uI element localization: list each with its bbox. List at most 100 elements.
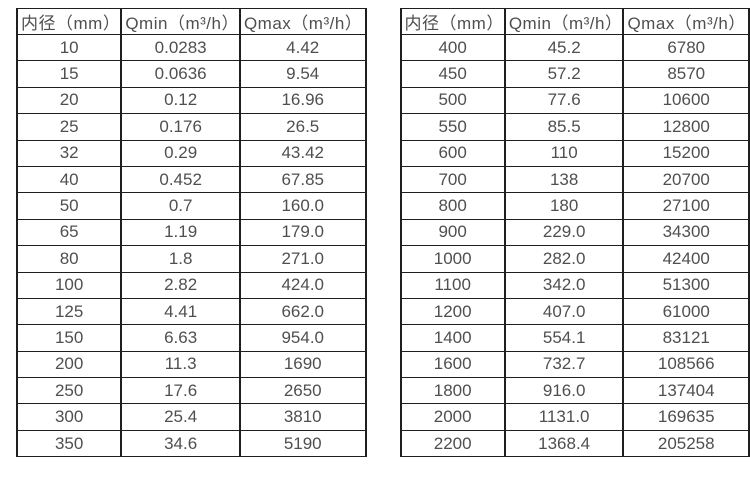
- table-cell: 108566: [622, 350, 750, 379]
- table-cell: 8570: [622, 60, 750, 88]
- table-row: 1000 282.0 42400: [399, 245, 750, 273]
- column-header: Qmax（m³/h）: [622, 8, 750, 35]
- table-row: 1200 407.0 61000: [399, 297, 750, 326]
- table-cell: 250: [15, 377, 123, 405]
- table-cell: 61000: [622, 297, 750, 326]
- table-cell: 6780: [622, 33, 750, 62]
- table-cell: 67.85: [238, 165, 367, 194]
- table-cell: 954.0: [238, 324, 367, 352]
- table-row: 400 45.2 6780: [399, 33, 750, 62]
- table-cell: 0.452: [120, 165, 241, 194]
- table-cell: 10: [15, 33, 123, 62]
- table-cell: 1400: [399, 324, 506, 352]
- table-cell: 6.63: [120, 324, 241, 352]
- table-cell: 43.42: [238, 139, 367, 167]
- table-cell: 200: [15, 350, 123, 379]
- table-cell: 1100: [399, 271, 506, 299]
- table-row: 450 57.2 8570: [399, 60, 750, 88]
- table-cell: 0.7: [120, 192, 241, 220]
- table-cell: 0.0283: [120, 33, 241, 62]
- table-row: 10 0.0283 4.42: [15, 33, 367, 62]
- table-cell: 1368.4: [503, 429, 625, 458]
- column-header: Qmin（m³/h）: [120, 8, 241, 35]
- table-cell: 2.82: [120, 271, 241, 299]
- table-cell: 180: [503, 192, 625, 220]
- table-row: 25 0.176 26.5: [15, 113, 367, 141]
- table-cell: 662.0: [238, 297, 367, 326]
- table-cell: 1690: [238, 350, 367, 379]
- table-cell: 15: [15, 60, 123, 88]
- table-cell: 45.2: [503, 33, 625, 62]
- table-cell: 65: [15, 218, 123, 247]
- table-cell: 1131.0: [503, 403, 625, 431]
- table-row: 600 110 15200: [399, 139, 750, 167]
- table-row: 800 180 27100: [399, 192, 750, 220]
- table-cell: 0.29: [120, 139, 241, 167]
- table-cell: 50: [15, 192, 123, 220]
- table-cell: 0.0636: [120, 60, 241, 88]
- table-cell: 400: [399, 33, 506, 62]
- table-cell: 9.54: [238, 60, 367, 88]
- flow-range-tables: 内径（mm） Qmin（m³/h） Qmax（m³/h） 10 0.0283 4.42 15…: [15, 8, 750, 458]
- table-cell: 20: [15, 86, 123, 115]
- table-cell: 77.6: [503, 86, 625, 115]
- column-header: Qmin（m³/h）: [503, 8, 625, 35]
- table-cell: 27100: [622, 192, 750, 220]
- table-cell: 0.176: [120, 113, 241, 141]
- table-cell: 51300: [622, 271, 750, 299]
- table-row: 2200 1368.4 205258: [399, 429, 750, 458]
- table-cell: 1800: [399, 377, 506, 405]
- column-header: 内径（mm）: [399, 8, 506, 35]
- table-cell: 550: [399, 113, 506, 141]
- table-cell: 85.5: [503, 113, 625, 141]
- table-cell: 450: [399, 60, 506, 88]
- table-cell: 600: [399, 139, 506, 167]
- table-row: 40 0.452 67.85: [15, 165, 367, 194]
- table-row: 32 0.29 43.42: [15, 139, 367, 167]
- table-cell: 34.6: [120, 429, 241, 458]
- flow-table-large-diameters: 内径（mm） Qmin（m³/h） Qmax（m³/h） 400 45.2 6780 450…: [399, 8, 750, 458]
- table-cell: 700: [399, 165, 506, 194]
- table-cell: 40: [15, 165, 123, 194]
- table-cell: 2650: [238, 377, 367, 405]
- table-cell: 4.41: [120, 297, 241, 326]
- table-cell: 424.0: [238, 271, 367, 299]
- table-cell: 282.0: [503, 245, 625, 273]
- table-row: 50 0.7 160.0: [15, 192, 367, 220]
- table-row: 125 4.41 662.0: [15, 297, 367, 326]
- header-row: 内径（mm） Qmin（m³/h） Qmax（m³/h）: [399, 8, 750, 35]
- table-row: 65 1.19 179.0: [15, 218, 367, 247]
- table-cell: 169635: [622, 403, 750, 431]
- table-cell: 80: [15, 245, 123, 273]
- table-cell: 20700: [622, 165, 750, 194]
- table-row: 300 25.4 3810: [15, 403, 367, 431]
- table-row: 250 17.6 2650: [15, 377, 367, 405]
- table-row: 350 34.6 5190: [15, 429, 367, 458]
- table-cell: 1000: [399, 245, 506, 273]
- table-cell: 12800: [622, 113, 750, 141]
- table-row: 200 11.3 1690: [15, 350, 367, 379]
- table-cell: 407.0: [503, 297, 625, 326]
- table-cell: 138: [503, 165, 625, 194]
- table-cell: 10600: [622, 86, 750, 115]
- table-row: 1100 342.0 51300: [399, 271, 750, 299]
- table-row: 900 229.0 34300: [399, 218, 750, 247]
- table-cell: 42400: [622, 245, 750, 273]
- table-cell: 229.0: [503, 218, 625, 247]
- table-cell: 4.42: [238, 33, 367, 62]
- table-cell: 25: [15, 113, 123, 141]
- table-row: 700 138 20700: [399, 165, 750, 194]
- table-cell: 2200: [399, 429, 506, 458]
- table-cell: 271.0: [238, 245, 367, 273]
- table-row: 1800 916.0 137404: [399, 377, 750, 405]
- table-cell: 342.0: [503, 271, 625, 299]
- header-row: 内径（mm） Qmin（m³/h） Qmax（m³/h）: [15, 8, 367, 35]
- flow-table-small-diameters: 内径（mm） Qmin（m³/h） Qmax（m³/h） 10 0.0283 4.42 15…: [15, 8, 367, 458]
- table-cell: 26.5: [238, 113, 367, 141]
- column-header: Qmax（m³/h）: [238, 8, 367, 35]
- table-cell: 800: [399, 192, 506, 220]
- table-cell: 1600: [399, 350, 506, 379]
- table-row: 150 6.63 954.0: [15, 324, 367, 352]
- table-cell: 150: [15, 324, 123, 352]
- table-cell: 205258: [622, 429, 750, 458]
